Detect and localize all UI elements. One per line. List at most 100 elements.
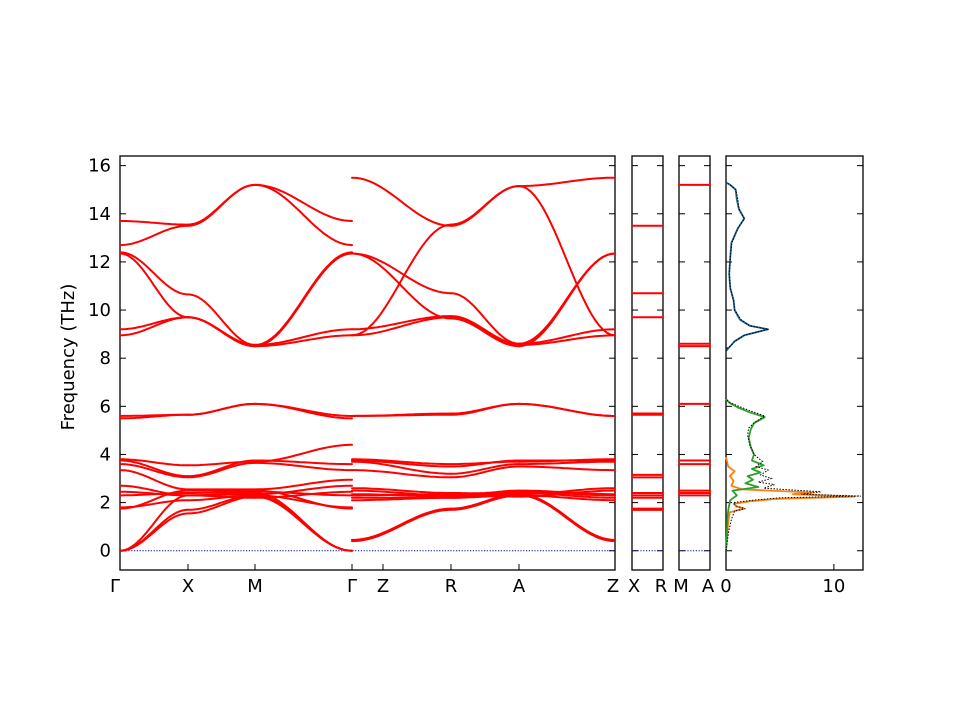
band-A-Z-6 bbox=[518, 489, 616, 498]
band-A-Z-17 bbox=[518, 252, 616, 348]
band-Γ-X-0 bbox=[119, 512, 189, 552]
band-A-Z-19 bbox=[518, 185, 616, 337]
band-M-Γ-6 bbox=[254, 490, 353, 499]
band-M-Γ-7 bbox=[254, 484, 353, 496]
band-R-A-17 bbox=[450, 317, 520, 348]
band-X-M-13 bbox=[187, 402, 256, 416]
band-Z-R-9 bbox=[351, 460, 452, 475]
main-xtick-label-5: R bbox=[445, 576, 458, 597]
dos-curve-dos_orange bbox=[725, 456, 856, 551]
band-A-Z-0 bbox=[518, 494, 616, 543]
band-Z-R-0 bbox=[351, 508, 452, 543]
band-Γ-X-17 bbox=[119, 252, 189, 319]
band-Γ-X-13 bbox=[119, 413, 189, 420]
band-Γ-X-18 bbox=[119, 224, 189, 247]
band-X-M-5 bbox=[187, 490, 256, 494]
main-xtick-label-2: M bbox=[247, 576, 263, 597]
dos-curve-dos_green bbox=[725, 398, 766, 551]
band-Z-R-7 bbox=[351, 487, 452, 494]
band-Γ-X-14 bbox=[119, 316, 189, 337]
band-X-M-17 bbox=[187, 316, 256, 348]
dos-panel-frame bbox=[725, 155, 864, 571]
band-X-M-7 bbox=[187, 493, 256, 497]
y-tick-label-0: 0 bbox=[100, 541, 111, 562]
main-xtick-label-1: X bbox=[182, 576, 194, 597]
band-A-Z-1 bbox=[518, 493, 616, 541]
band-A-Z-14 bbox=[518, 334, 616, 346]
band-R-A-16 bbox=[450, 292, 520, 345]
band-M-Γ-5 bbox=[254, 490, 353, 497]
band-Z-R-6 bbox=[351, 489, 452, 497]
band-R-A-14 bbox=[450, 316, 520, 346]
band-X-M-4 bbox=[187, 494, 256, 502]
band-A-Z-7 bbox=[518, 487, 616, 496]
y-tick-label-3: 6 bbox=[100, 396, 111, 417]
band-panel-x-r-xtick-label-0: X bbox=[628, 576, 640, 597]
dos-curve-dos_blue bbox=[725, 181, 769, 352]
band-Z-R-8 bbox=[351, 469, 452, 479]
band-panel-x-r-frame bbox=[631, 155, 664, 571]
band-Γ-X-9 bbox=[119, 463, 189, 479]
band-Γ-X-15 bbox=[119, 316, 189, 331]
band-Z-R-18 bbox=[351, 176, 452, 227]
band-Γ-X-8 bbox=[119, 469, 189, 491]
band-A-Z-9 bbox=[518, 460, 616, 466]
band-X-M-11 bbox=[187, 460, 256, 467]
band-A-Z-18 bbox=[518, 176, 616, 188]
y-tick-label-1: 2 bbox=[100, 493, 111, 514]
band-R-A-11 bbox=[450, 460, 520, 466]
band-A-Z-11 bbox=[518, 458, 616, 463]
band-M-Γ-4 bbox=[254, 494, 353, 509]
band-Z-R-10 bbox=[351, 459, 452, 468]
y-axis-label: Frequency (THz) bbox=[58, 284, 79, 431]
band-R-A-7 bbox=[450, 492, 520, 496]
band-A-Z-15 bbox=[518, 328, 616, 345]
band-Z-R-13 bbox=[351, 413, 452, 417]
band-X-M-9 bbox=[187, 461, 256, 479]
band-Γ-X-4 bbox=[119, 499, 189, 509]
band-panel-main-frame bbox=[119, 155, 616, 571]
band-R-A-6 bbox=[450, 494, 520, 498]
band-Γ-X-16 bbox=[119, 251, 189, 296]
band-R-A-15 bbox=[450, 315, 520, 345]
band-Z-R-5 bbox=[351, 496, 452, 502]
band-R-A-13 bbox=[450, 402, 520, 416]
y-tick-label-7: 14 bbox=[88, 204, 111, 225]
y-tick-label-2: 4 bbox=[100, 444, 111, 465]
band-M-Γ-9 bbox=[254, 461, 353, 472]
y-tick-label-4: 8 bbox=[100, 348, 111, 369]
main-xtick-label-3: Γ bbox=[347, 576, 357, 597]
band-panel-m-a-frame bbox=[678, 155, 711, 571]
band-panel-x-r-xtick-label-1: R bbox=[655, 576, 668, 597]
band-Γ-X-2 bbox=[119, 494, 189, 552]
band-Z-R-14 bbox=[351, 316, 452, 337]
dos-xtick-label-1: 10 bbox=[822, 576, 845, 597]
y-tick-label-6: 12 bbox=[88, 252, 111, 273]
band-A-Z-8 bbox=[518, 465, 616, 472]
band-R-A-8 bbox=[450, 465, 520, 479]
band-Z-R-17 bbox=[351, 252, 452, 320]
band-Z-R-16 bbox=[351, 252, 452, 295]
band-M-Γ-17 bbox=[254, 252, 353, 348]
band-X-M-16 bbox=[187, 293, 256, 346]
band-Z-R-1 bbox=[351, 507, 452, 541]
band-R-A-19 bbox=[450, 185, 520, 226]
band-Γ-X-19 bbox=[119, 220, 189, 226]
band-R-A-9 bbox=[450, 463, 520, 475]
band-Γ-X-10 bbox=[119, 459, 189, 478]
dos-curve-dos_total bbox=[725, 182, 861, 551]
band-M-Γ-19 bbox=[254, 183, 353, 222]
band-M-Γ-18 bbox=[254, 183, 353, 247]
band-X-M-19 bbox=[187, 183, 256, 226]
band-M-Γ-11 bbox=[254, 443, 353, 463]
main-xtick-label-4: Z bbox=[377, 576, 389, 597]
band-Z-R-4 bbox=[351, 493, 452, 498]
band-M-Γ-8 bbox=[254, 478, 353, 491]
band-A-Z-4 bbox=[518, 489, 616, 496]
band-panel-m-a-xtick-label-0: M bbox=[673, 576, 689, 597]
band-Γ-X-11 bbox=[119, 458, 189, 467]
band-M-Γ-14 bbox=[254, 334, 353, 348]
band-Z-R-11 bbox=[351, 458, 452, 466]
